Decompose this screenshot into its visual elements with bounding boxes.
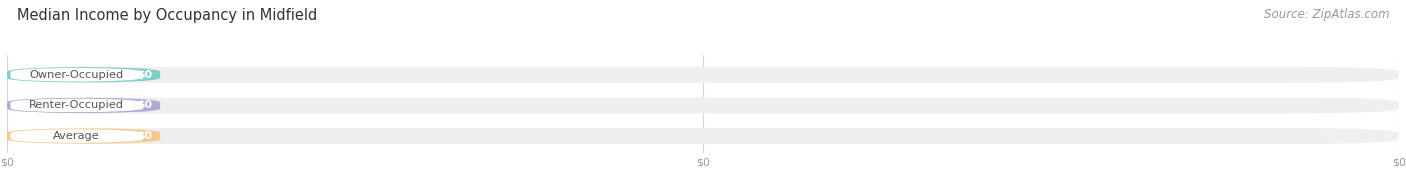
Text: Median Income by Occupancy in Midfield: Median Income by Occupancy in Midfield [17,8,318,23]
Text: Owner-Occupied: Owner-Occupied [30,70,124,80]
FancyBboxPatch shape [10,98,143,113]
FancyBboxPatch shape [10,68,143,82]
FancyBboxPatch shape [7,67,1399,83]
Text: Source: ZipAtlas.com: Source: ZipAtlas.com [1264,8,1389,21]
Text: $0: $0 [136,70,152,80]
FancyBboxPatch shape [7,128,160,144]
Text: $0: $0 [136,100,152,110]
Text: Renter-Occupied: Renter-Occupied [30,100,124,110]
FancyBboxPatch shape [10,129,143,143]
FancyBboxPatch shape [7,67,160,83]
FancyBboxPatch shape [7,97,1399,113]
FancyBboxPatch shape [7,97,160,113]
Text: $0: $0 [136,131,152,141]
Text: Average: Average [53,131,100,141]
FancyBboxPatch shape [7,128,1399,144]
